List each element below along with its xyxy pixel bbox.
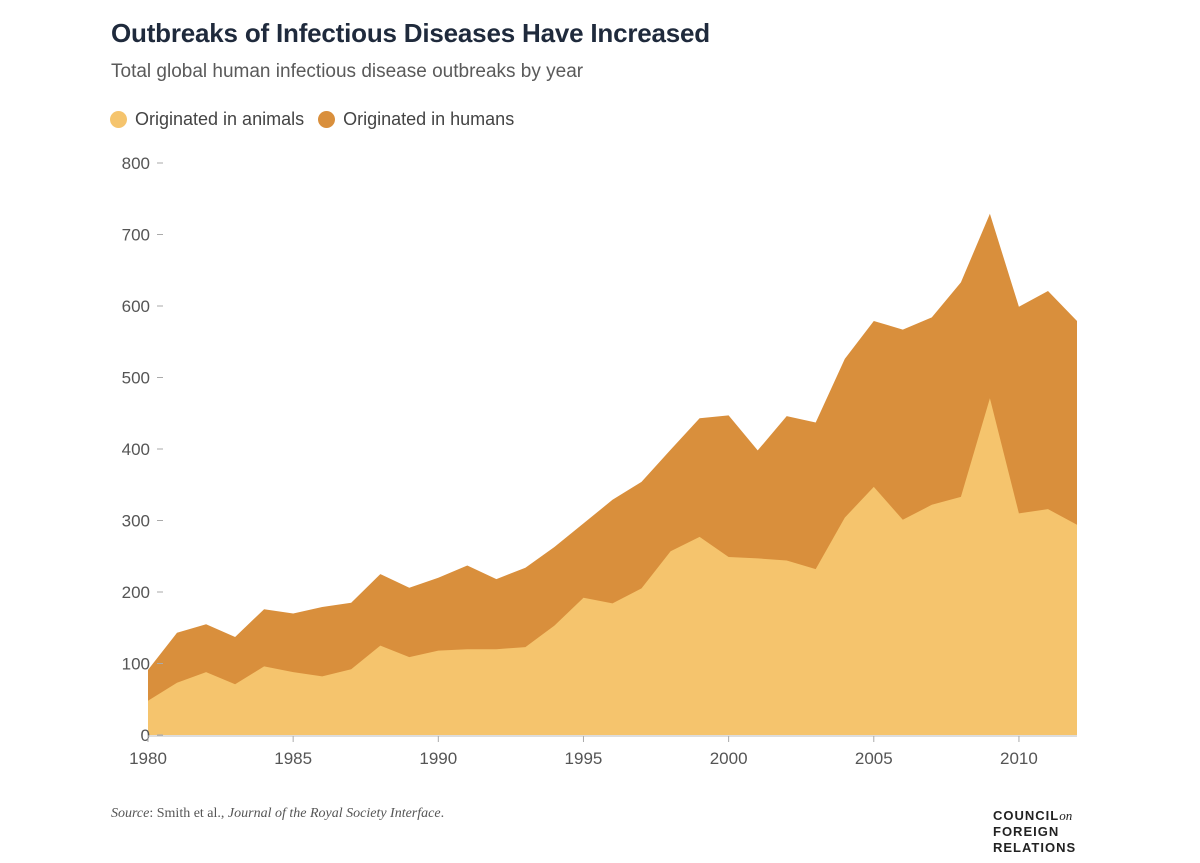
legend-label-animals: Originated in animals	[135, 109, 305, 129]
legend-swatch-humans	[318, 111, 336, 128]
source-separator: : Smith et al.,	[149, 806, 228, 821]
legend-swatch-animals	[110, 111, 127, 128]
x-tick-label: 1995	[565, 749, 603, 768]
cfr-logo: COUNCILon FOREIGN RELATIONS	[993, 808, 1076, 856]
x-tick-label: 1980	[129, 749, 167, 768]
y-tick-label: 500	[122, 369, 150, 388]
x-tick-label: 2005	[855, 749, 893, 768]
chart-title: Outbreaks of Infectious Diseases Have In…	[111, 18, 710, 48]
source-journal: Journal of the Royal Society Interface	[227, 806, 441, 821]
x-tick-label: 1985	[274, 749, 312, 768]
source-note: Source: Smith et al., Journal of the Roy…	[111, 806, 444, 822]
legend-label-humans: Originated in humans	[343, 109, 515, 129]
area-animals	[148, 398, 1077, 735]
y-tick-label: 0	[141, 726, 150, 745]
legend: Originated in animals Originated in huma…	[110, 109, 528, 130]
source-suffix: .	[440, 806, 445, 821]
x-tick-label: 2000	[710, 749, 748, 768]
y-tick-label: 200	[122, 583, 150, 602]
chart-subtitle: Total global human infectious disease ou…	[111, 61, 584, 82]
source-prefix: Source	[111, 806, 150, 821]
logo-line-relations: RELATIONS	[993, 840, 1077, 855]
y-tick-label: 600	[122, 297, 150, 316]
y-tick-label: 800	[122, 154, 150, 173]
y-tick-label: 100	[122, 655, 150, 674]
y-tick-label: 400	[122, 440, 150, 459]
y-tick-label: 300	[122, 512, 150, 531]
x-tick-label: 2010	[1000, 749, 1038, 768]
y-tick-label: 700	[122, 226, 150, 245]
logo-line-foreign: FOREIGN	[993, 824, 1060, 839]
logo-line-council: COUNCIL	[993, 808, 1060, 823]
logo-on: on	[1059, 808, 1073, 823]
legend-item-animals: Originated in animals	[110, 109, 304, 130]
x-tick-label: 1990	[419, 749, 457, 768]
legend-item-humans: Originated in humans	[318, 109, 514, 130]
